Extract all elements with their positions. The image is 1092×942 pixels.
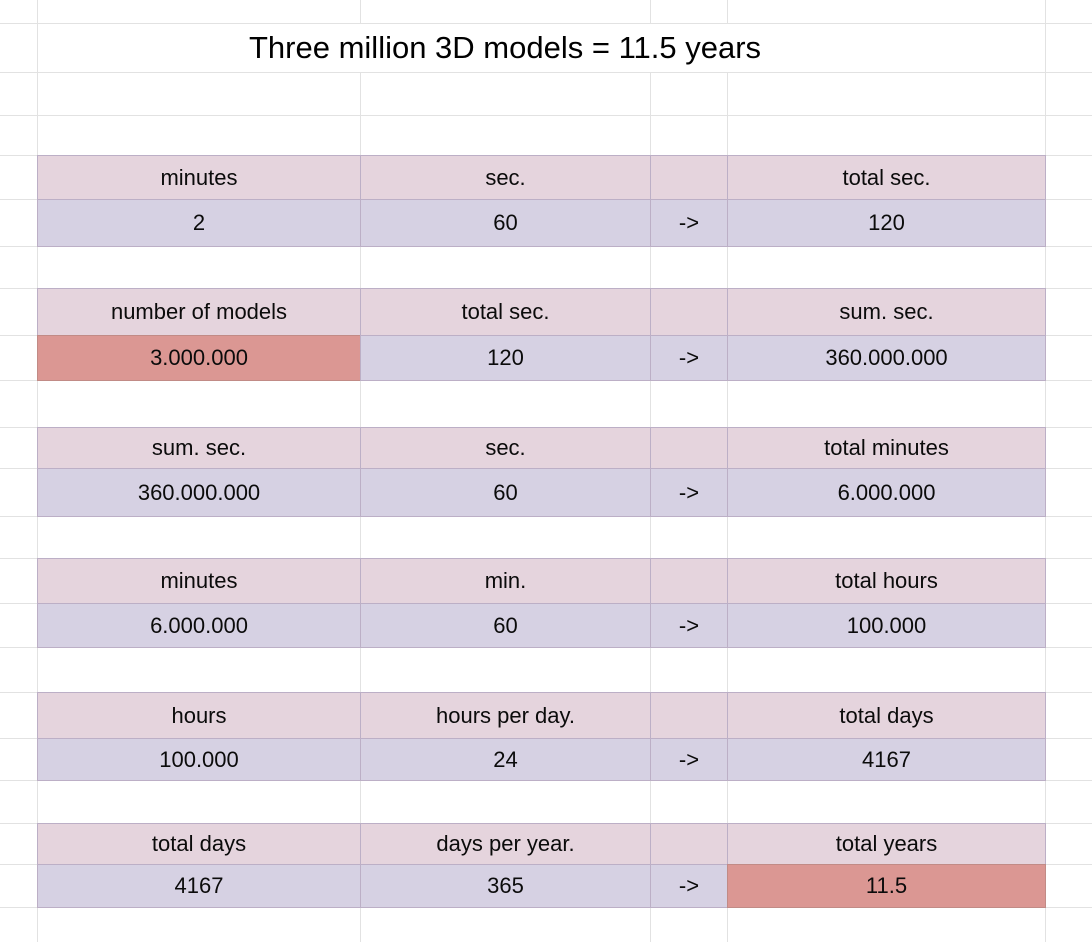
header-cell[interactable]: sum. sec. bbox=[727, 288, 1046, 335]
header-cell[interactable]: total sec. bbox=[360, 288, 650, 335]
header-cell[interactable]: total minutes bbox=[727, 427, 1046, 468]
value-cell[interactable]: 6.000.000 bbox=[727, 468, 1046, 517]
header-cell[interactable]: total days bbox=[37, 823, 360, 864]
arrow-cell[interactable]: -> bbox=[650, 199, 727, 247]
sheet-title: Three million 3D models = 11.5 years bbox=[249, 30, 762, 65]
header-cell[interactable]: total years bbox=[727, 823, 1046, 864]
value-cell[interactable]: 60 bbox=[360, 199, 650, 247]
header-cell[interactable]: sec. bbox=[360, 155, 650, 199]
header-cell[interactable]: days per year. bbox=[360, 823, 650, 864]
arrow-cell[interactable]: -> bbox=[650, 864, 727, 908]
highlight-cell[interactable]: 11.5 bbox=[727, 864, 1046, 908]
header-cell[interactable] bbox=[650, 427, 727, 468]
value-cell[interactable]: 60 bbox=[360, 603, 650, 648]
gridline bbox=[0, 72, 1092, 73]
header-cell[interactable] bbox=[650, 558, 727, 603]
highlight-cell[interactable]: 3.000.000 bbox=[37, 335, 360, 381]
header-cell[interactable] bbox=[650, 823, 727, 864]
arrow-cell[interactable]: -> bbox=[650, 468, 727, 517]
arrow-cell[interactable]: -> bbox=[650, 335, 727, 381]
gridline bbox=[0, 115, 1092, 116]
arrow-cell[interactable]: -> bbox=[650, 603, 727, 648]
title-row[interactable]: Three million 3D models = 11.5 years bbox=[38, 24, 1045, 72]
value-cell[interactable]: 4167 bbox=[37, 864, 360, 908]
header-cell[interactable]: number of models bbox=[37, 288, 360, 335]
value-cell[interactable]: 120 bbox=[727, 199, 1046, 247]
value-cell[interactable]: 4167 bbox=[727, 738, 1046, 781]
value-cell[interactable]: 360.000.000 bbox=[37, 468, 360, 517]
value-cell[interactable]: 360.000.000 bbox=[727, 335, 1046, 381]
value-cell[interactable]: 120 bbox=[360, 335, 650, 381]
header-cell[interactable]: total days bbox=[727, 692, 1046, 738]
header-cell[interactable]: sum. sec. bbox=[37, 427, 360, 468]
value-cell[interactable]: 60 bbox=[360, 468, 650, 517]
header-cell[interactable]: hours per day. bbox=[360, 692, 650, 738]
header-cell[interactable]: minutes bbox=[37, 155, 360, 199]
value-cell[interactable]: 100.000 bbox=[37, 738, 360, 781]
header-cell[interactable]: total sec. bbox=[727, 155, 1046, 199]
header-cell[interactable] bbox=[650, 155, 727, 199]
header-cell[interactable] bbox=[650, 692, 727, 738]
header-cell[interactable]: total hours bbox=[727, 558, 1046, 603]
value-cell[interactable]: 2 bbox=[37, 199, 360, 247]
header-cell[interactable]: min. bbox=[360, 558, 650, 603]
value-cell[interactable]: 365 bbox=[360, 864, 650, 908]
header-cell[interactable]: minutes bbox=[37, 558, 360, 603]
value-cell[interactable]: 100.000 bbox=[727, 603, 1046, 648]
arrow-cell[interactable]: -> bbox=[650, 738, 727, 781]
value-cell[interactable]: 24 bbox=[360, 738, 650, 781]
header-cell[interactable]: hours bbox=[37, 692, 360, 738]
value-cell[interactable]: 6.000.000 bbox=[37, 603, 360, 648]
header-cell[interactable] bbox=[650, 288, 727, 335]
header-cell[interactable]: sec. bbox=[360, 427, 650, 468]
